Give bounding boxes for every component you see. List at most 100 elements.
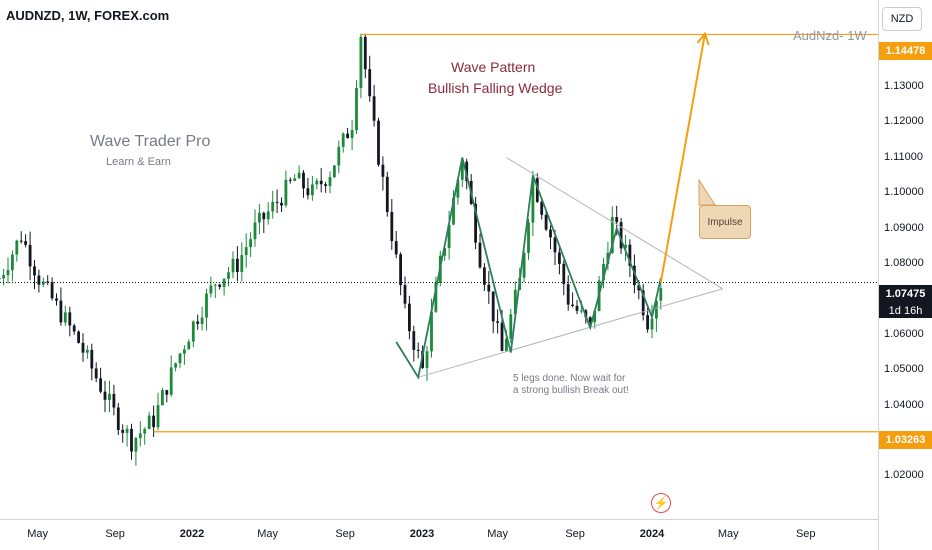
candle-body xyxy=(615,217,619,223)
candle-body xyxy=(430,311,433,352)
candle-body xyxy=(372,96,376,121)
candle-body xyxy=(531,178,535,223)
candle-body xyxy=(637,285,641,291)
candle-body xyxy=(465,161,469,181)
support-price-tag: 1.03263 xyxy=(879,431,932,449)
candle-body xyxy=(460,161,464,180)
candle-body xyxy=(227,272,230,279)
candle-body xyxy=(646,315,649,330)
price-tick-label: 1.04000 xyxy=(884,398,924,411)
candle-body xyxy=(513,289,517,315)
candle-body xyxy=(231,258,235,273)
candle-body xyxy=(659,288,663,301)
candle-body xyxy=(593,311,597,323)
price-tick-label: 1.05000 xyxy=(884,363,924,376)
candle-body xyxy=(174,363,177,368)
candle-body xyxy=(187,341,191,350)
candle-body xyxy=(588,317,592,323)
candle-body xyxy=(59,300,63,323)
candle-body xyxy=(147,415,151,429)
impulse-callout[interactable]: Impulse xyxy=(699,205,751,239)
candle-body xyxy=(121,429,125,433)
candle-body xyxy=(161,390,164,406)
candle-body xyxy=(390,212,394,242)
time-tick-label: May xyxy=(27,528,48,540)
candle-body xyxy=(284,179,288,206)
candle-body xyxy=(655,300,658,319)
candle-body xyxy=(37,275,41,285)
candle-body xyxy=(650,318,654,330)
candle-body xyxy=(553,237,557,253)
candle-body xyxy=(55,298,58,301)
candle-body xyxy=(205,293,208,318)
candle-body xyxy=(487,284,491,292)
candle-body xyxy=(266,211,270,220)
candle-body xyxy=(483,267,486,285)
lightning-icon[interactable]: ⚡ xyxy=(651,493,671,513)
candle-body xyxy=(540,201,544,215)
time-tick-label: Sep xyxy=(565,528,585,540)
candle-body xyxy=(549,229,552,238)
annotation-note: 5 legs done. Now wait for a strong bulli… xyxy=(513,373,629,397)
candle-body xyxy=(478,242,482,268)
projection-arrow-line xyxy=(659,33,706,283)
candle-body xyxy=(200,317,204,324)
candle-body xyxy=(628,244,632,266)
candle-body xyxy=(311,184,314,196)
candle-body xyxy=(385,176,389,212)
time-tick-label: May xyxy=(257,528,278,540)
candle-body xyxy=(103,391,107,400)
candle-body xyxy=(191,321,195,342)
candle-body xyxy=(408,303,411,332)
pattern-subtitle: Bullish Falling Wedge xyxy=(428,80,563,96)
wedge-upper-line xyxy=(506,157,723,290)
candle-body xyxy=(443,248,447,256)
candle-body xyxy=(130,428,133,452)
candle-body xyxy=(522,252,526,278)
candle-body xyxy=(575,305,579,311)
candle-body xyxy=(134,438,138,452)
candle-body xyxy=(425,351,429,368)
candle-body xyxy=(355,88,358,131)
candle-body xyxy=(496,321,499,323)
candle-body xyxy=(293,178,297,181)
candle-body xyxy=(377,120,380,165)
candle-body xyxy=(328,177,332,186)
note-line-2: a strong bullish Break out! xyxy=(513,385,629,396)
candle-body xyxy=(112,393,116,408)
time-tick-label: May xyxy=(717,528,739,540)
wedge-lower-line xyxy=(418,288,723,378)
candle-body xyxy=(46,281,50,283)
candle-body xyxy=(363,36,367,70)
wave-pattern-line xyxy=(395,157,662,380)
candle-body xyxy=(394,241,398,255)
candle-body xyxy=(368,69,372,97)
candle-body xyxy=(271,201,275,212)
candle-body xyxy=(602,264,605,281)
candle-body xyxy=(94,368,98,379)
candle-body xyxy=(138,433,142,439)
candle-body xyxy=(350,130,354,138)
currency-button[interactable]: NZD xyxy=(882,7,922,31)
candle-body xyxy=(315,180,319,185)
candle-body xyxy=(90,349,94,369)
candle-body xyxy=(324,184,327,186)
candle-body xyxy=(619,222,623,249)
candle-body xyxy=(452,197,455,225)
price-tick-label: 1.09000 xyxy=(884,221,924,234)
candle-body xyxy=(108,393,111,400)
candle-body xyxy=(33,266,36,276)
candle-body xyxy=(509,314,513,339)
candle-body xyxy=(125,428,129,433)
candle-body xyxy=(447,224,451,249)
candle-body xyxy=(641,290,645,316)
time-tick-label: May xyxy=(487,528,508,540)
candle-body xyxy=(558,252,561,264)
candle-body xyxy=(218,284,222,287)
candle-body xyxy=(381,164,385,177)
candle-body xyxy=(169,367,173,395)
candle-body xyxy=(156,405,160,428)
candle-body xyxy=(527,222,530,253)
